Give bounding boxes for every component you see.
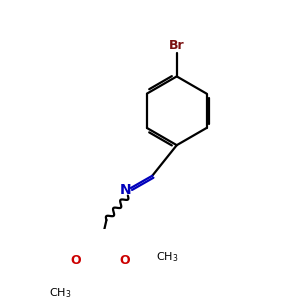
Text: CH$_3$: CH$_3$ xyxy=(156,250,178,264)
Text: O: O xyxy=(70,254,81,267)
Text: Br: Br xyxy=(169,39,184,52)
Text: O: O xyxy=(119,254,130,267)
Text: N: N xyxy=(120,183,131,197)
Text: CH$_3$: CH$_3$ xyxy=(50,286,72,300)
